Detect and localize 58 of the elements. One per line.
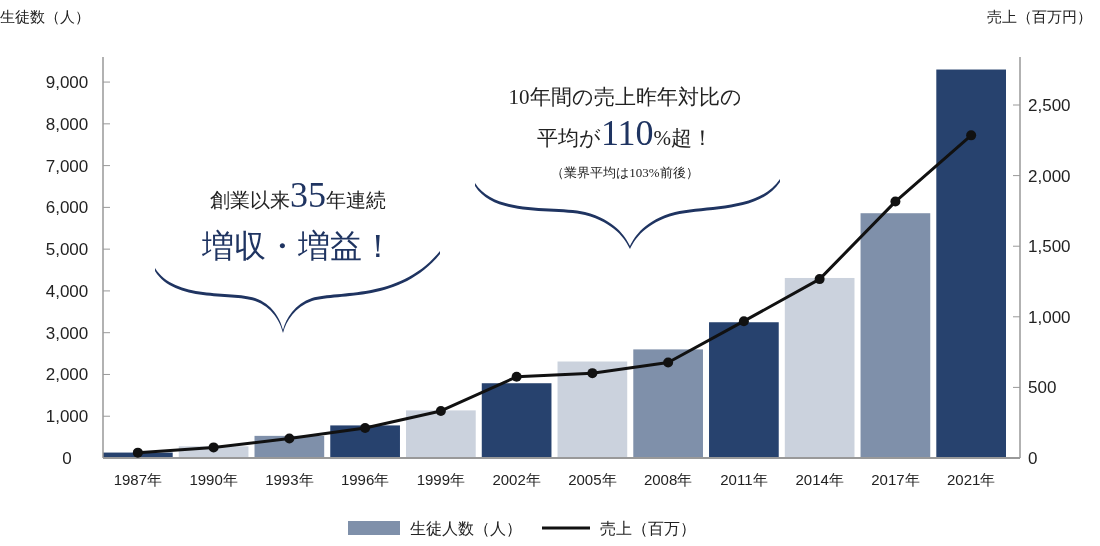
point [132,447,143,458]
annotation: （業界平均は103%前後） [551,165,699,180]
y2-tick-label: 2,000 [1028,166,1071,186]
x-tick-label: 2008年 [643,471,693,488]
point [208,442,219,453]
y-tick-label: 1,000 [45,407,89,427]
bar [633,349,703,458]
legend-label: 生徒人数（人） [410,520,522,537]
x-tick-label: 1996年 [340,471,390,488]
bar [936,69,1006,458]
y-tick-label: 2,000 [45,365,89,385]
bar [330,425,400,458]
x-tick-label: 1993年 [265,471,314,488]
point [738,316,749,327]
point [890,196,901,207]
point [587,368,598,379]
bar [481,383,552,458]
point [360,422,371,433]
x-tick-label: 2014年 [795,471,844,488]
point [814,274,825,285]
x-tick-label: 2002年 [492,471,541,488]
y-axis-title: 生徒数（人） [0,8,90,25]
bar [784,277,855,458]
y-tick-label: 7,000 [45,156,89,176]
y2-tick-label: 0 [1028,449,1038,468]
y-tick-label: 4,000 [45,281,89,301]
y-tick-label: 8,000 [45,114,89,134]
y-tick-label: 0 [62,449,72,468]
bar [406,410,476,458]
bar [557,361,628,458]
y-tick-label: 5,000 [45,240,89,260]
y-tick-label: 6,000 [45,198,89,218]
point [663,357,674,368]
y2-tick-label: 1,000 [1028,307,1071,327]
x-tick-label: 2011年 [720,471,768,488]
bar [860,213,931,458]
x-tick-label: 2017年 [871,471,920,488]
y2-tick-label: 1,500 [1028,237,1071,257]
x-tick-label: 1999年 [416,471,466,488]
point [966,130,977,141]
x-tick-label: 2021年 [946,471,996,488]
x-tick-label: 2005年 [568,471,617,488]
y-tick-label: 9,000 [45,73,89,93]
legend-label: 売上（百万） [600,520,696,537]
annotation: 増収・増益！ [201,228,394,264]
y2-tick-label: 500 [1028,378,1057,398]
x-tick-label: 1990年 [189,471,238,488]
y2-axis-title: 売上（百万円） [987,8,1092,25]
annotation: 10年間の売上昨年対比の [508,85,742,109]
bar [709,322,779,458]
y2-tick-label: 2,500 [1028,96,1071,116]
point [435,405,446,416]
x-tick-label: 1987年 [113,471,163,488]
annotation: 創業以来35年連続 [210,175,386,215]
point [284,433,295,444]
y-tick-label: 3,000 [45,323,89,343]
point [511,371,522,382]
annotation: 平均が110%超！ [536,113,714,153]
